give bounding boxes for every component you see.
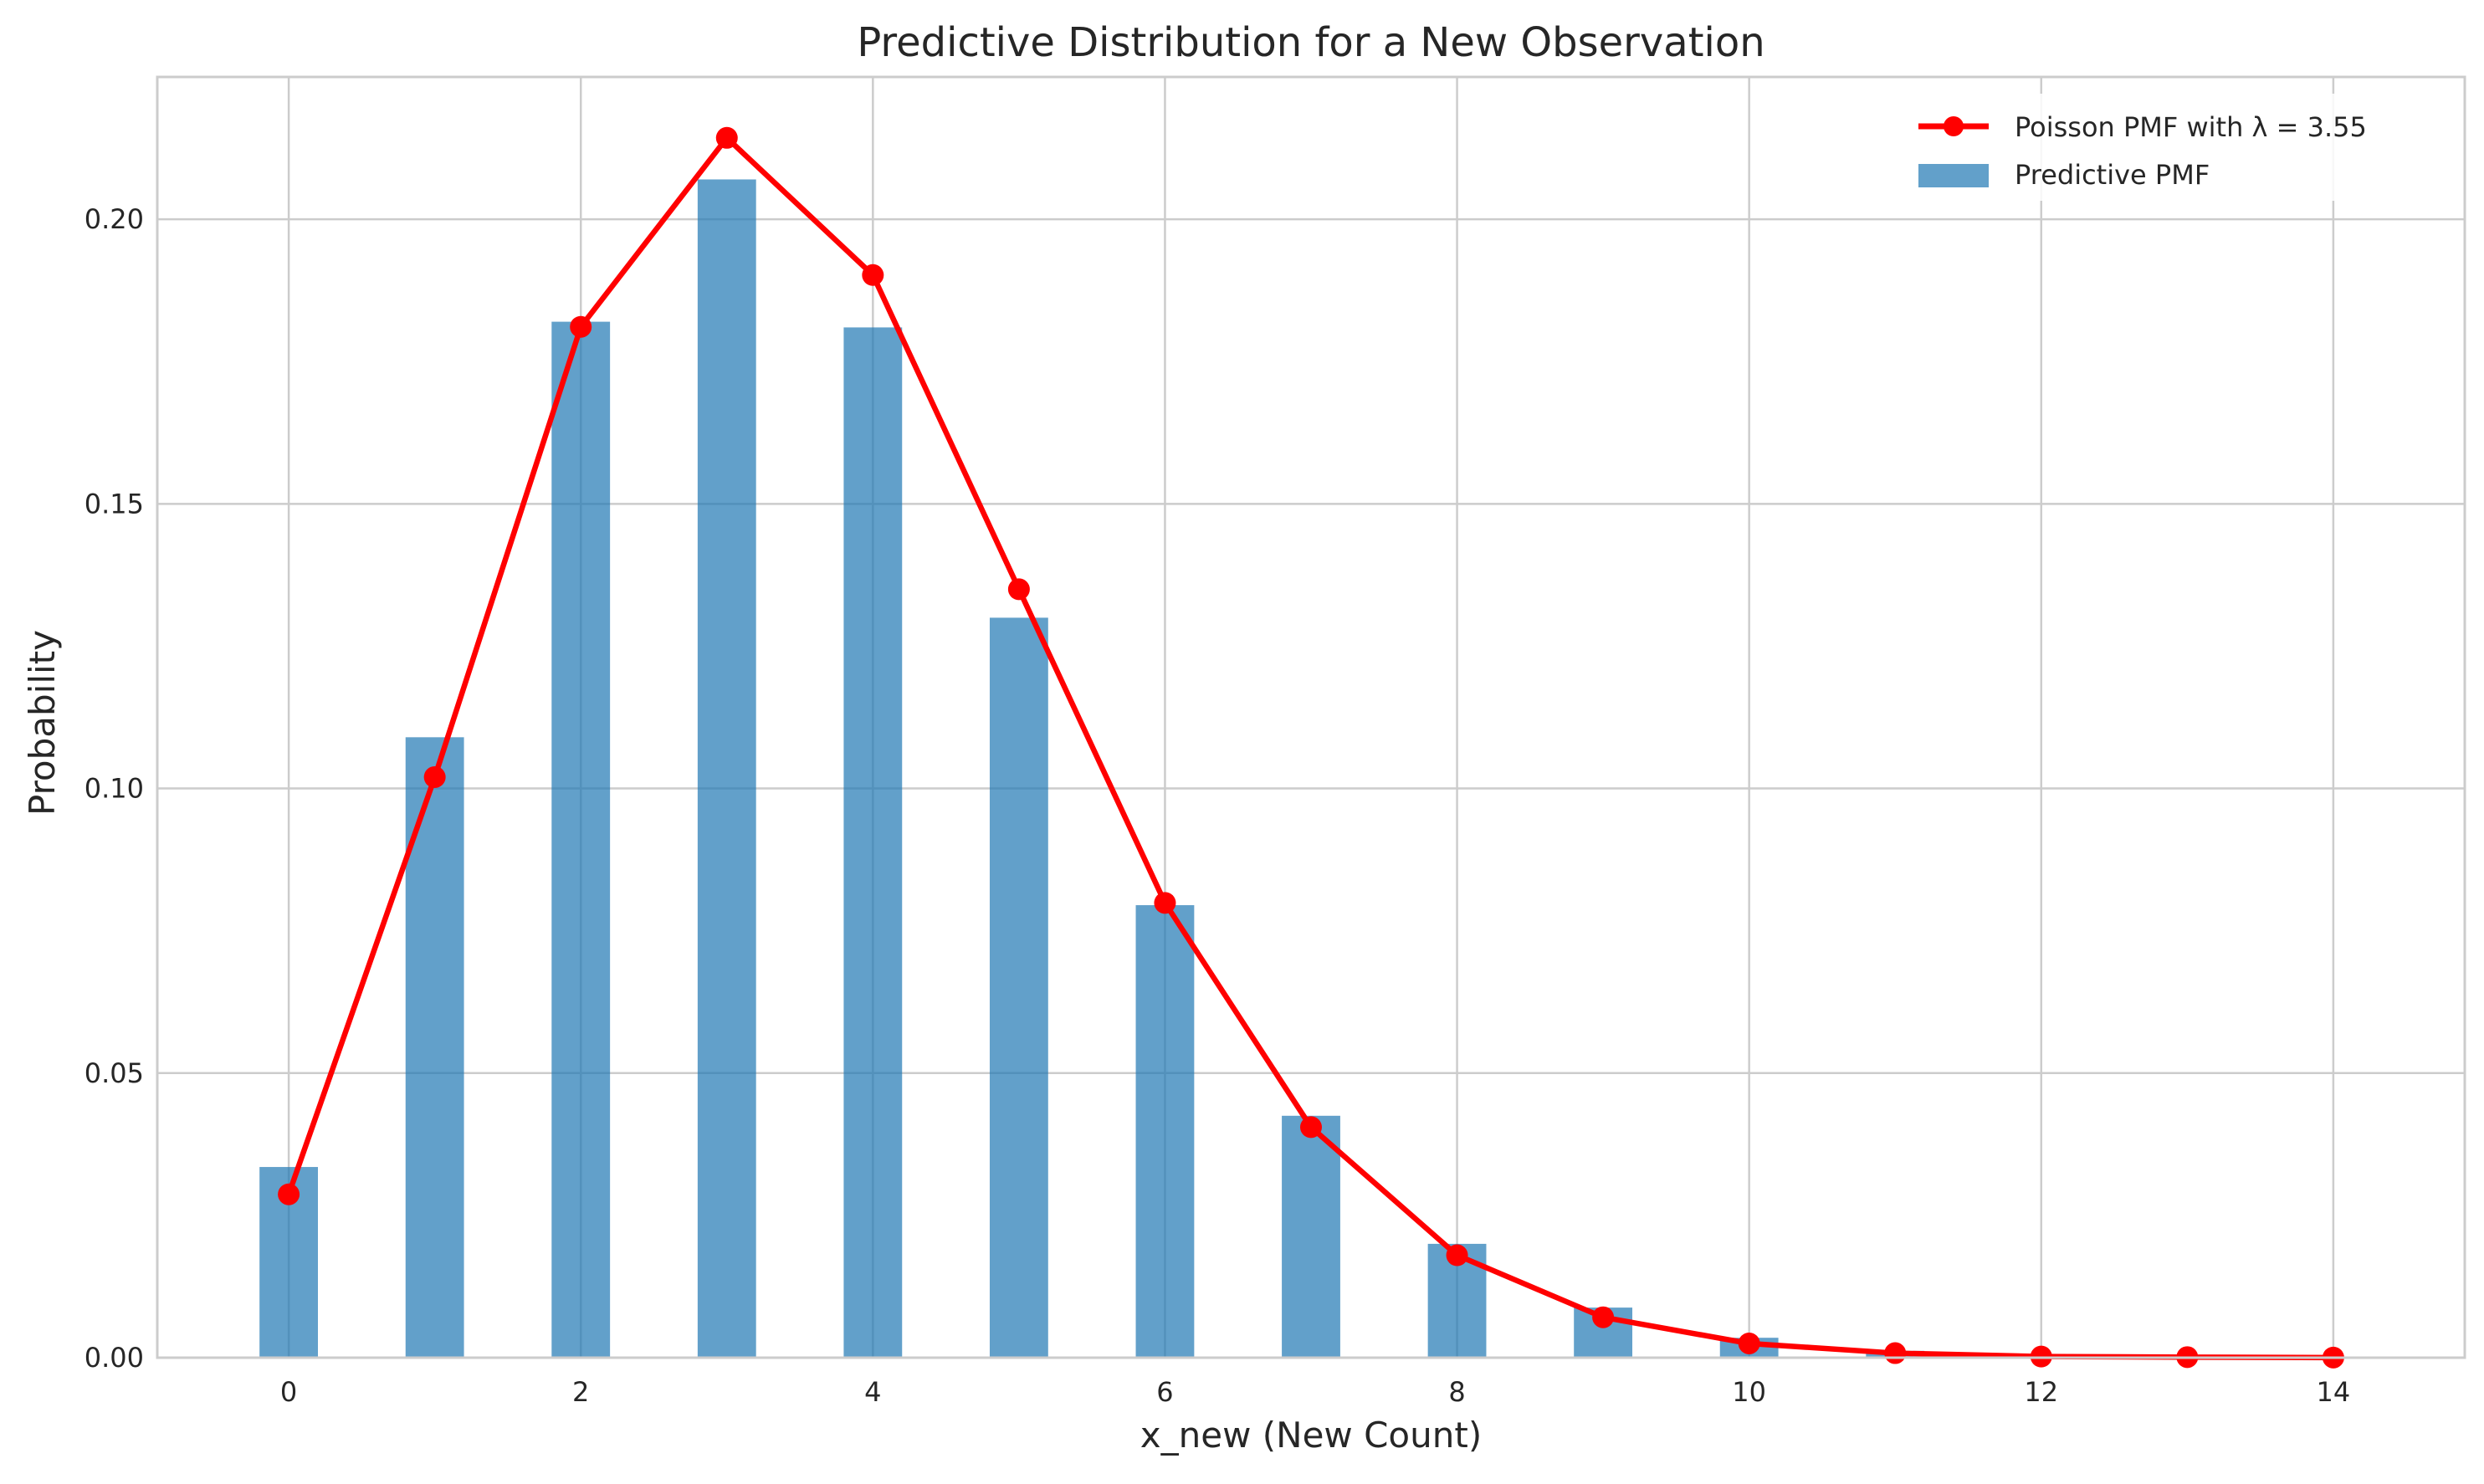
x-tick-label: 2	[572, 1376, 589, 1408]
x-tick-label: 4	[864, 1376, 881, 1408]
line-point	[1739, 1333, 1760, 1354]
legend: Poisson PMF with λ = 3.55 Predictive PMF	[1901, 94, 2453, 201]
bar	[990, 617, 1048, 1358]
chart-title: Predictive Distribution for a New Observ…	[857, 19, 1764, 66]
x-axis-label: x_new (New Count)	[1140, 1415, 1482, 1456]
x-tick-label: 12	[2024, 1376, 2058, 1408]
legend-label-predictive: Predictive PMF	[2015, 159, 2210, 191]
line-point	[862, 264, 883, 286]
x-tick-label: 8	[1448, 1376, 1465, 1408]
y-tick-label: 0.20	[85, 203, 144, 235]
y-axis-label: Probability	[22, 630, 63, 816]
legend-label-poisson: Poisson PMF with λ = 3.55	[2015, 111, 2367, 143]
line-point	[1008, 578, 1030, 600]
x-tick-label: 0	[280, 1376, 297, 1408]
bar	[698, 179, 756, 1358]
y-tick-label: 0.00	[85, 1342, 144, 1374]
legend-marker-swatch	[1944, 116, 1964, 136]
line-point	[1592, 1307, 1614, 1328]
bar	[1136, 905, 1195, 1358]
line-point	[1447, 1245, 1468, 1267]
y-tick-label: 0.05	[85, 1057, 144, 1089]
line-point	[1154, 892, 1175, 913]
bar	[551, 322, 610, 1358]
bar	[1282, 1116, 1340, 1358]
y-tick-label: 0.15	[85, 488, 144, 519]
legend-bar-swatch	[1918, 164, 1989, 187]
y-tick-label: 0.10	[85, 773, 144, 805]
x-tick-label: 10	[1732, 1376, 1766, 1408]
line-point	[1300, 1116, 1322, 1138]
x-tick-label: 14	[2317, 1376, 2351, 1408]
bar	[843, 327, 902, 1358]
line-point	[716, 127, 738, 149]
line-point	[278, 1184, 300, 1205]
line-point	[424, 766, 446, 788]
line-point	[570, 316, 592, 338]
line-point	[1884, 1343, 1906, 1364]
x-tick-label: 6	[1156, 1376, 1173, 1408]
